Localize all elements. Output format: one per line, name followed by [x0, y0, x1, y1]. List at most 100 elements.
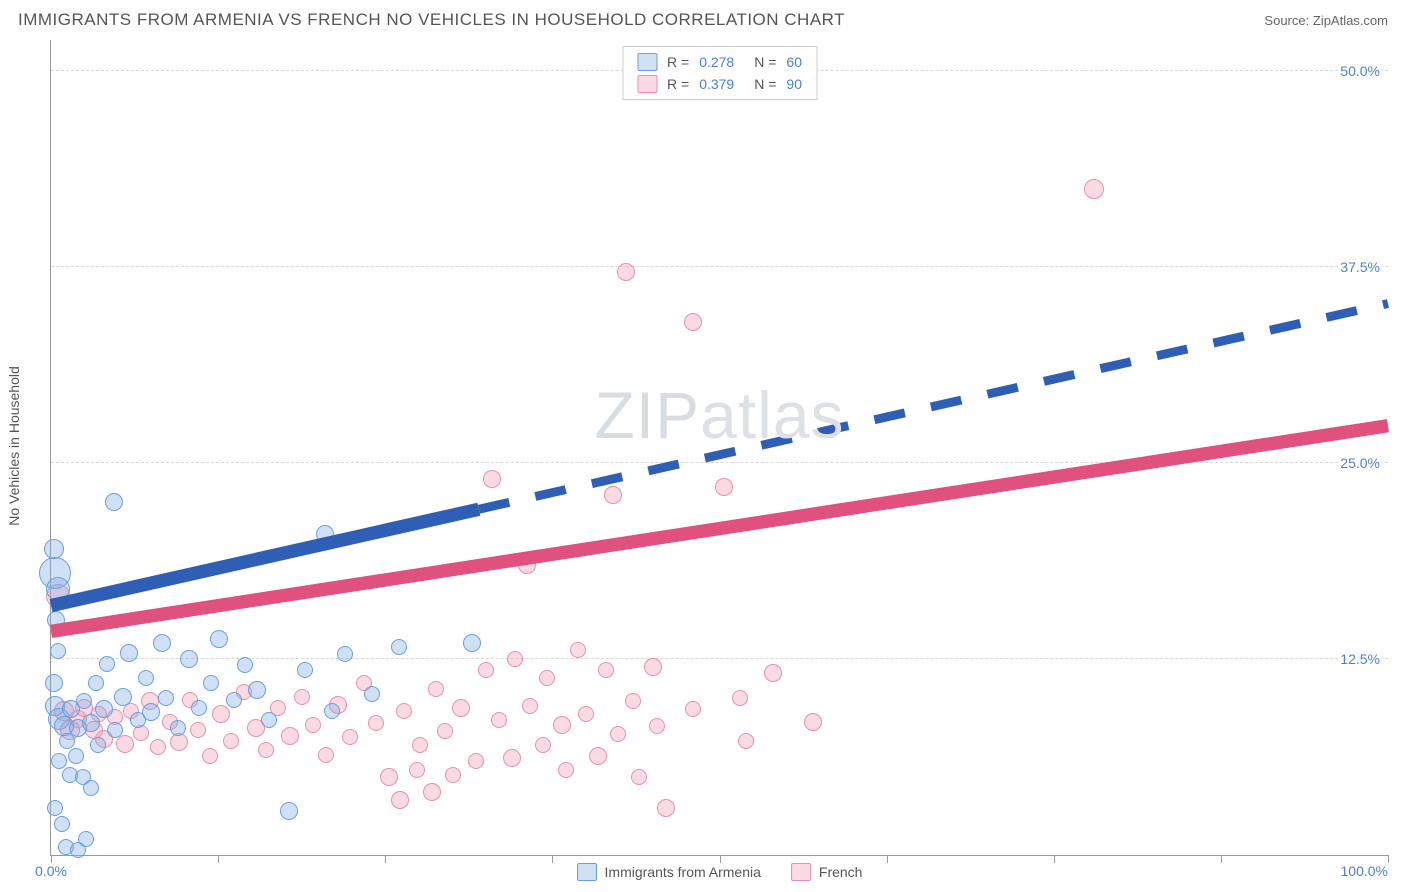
data-point-french — [578, 706, 594, 722]
swatch-armenia — [637, 53, 657, 71]
data-point-french — [539, 670, 555, 686]
gridline — [51, 266, 1388, 267]
x-tick — [385, 855, 386, 863]
data-point-armenia — [364, 686, 380, 702]
n-value-armenia: 60 — [786, 54, 802, 70]
data-point-armenia — [44, 539, 64, 559]
data-point-french — [478, 662, 494, 678]
y-tick-label: 25.0% — [1338, 455, 1382, 471]
chart-header: IMMIGRANTS FROM ARMENIA VS FRENCH NO VEH… — [0, 0, 1406, 36]
y-tick-label: 50.0% — [1338, 63, 1382, 79]
data-point-french — [570, 642, 586, 658]
data-point-french — [625, 693, 641, 709]
n-value-french: 90 — [786, 76, 802, 92]
n-label: N = — [754, 76, 776, 92]
data-point-french — [644, 658, 662, 676]
data-point-armenia — [114, 688, 132, 706]
data-point-french — [598, 662, 614, 678]
data-point-armenia — [226, 692, 242, 708]
r-value-armenia: 0.278 — [699, 54, 734, 70]
series-legend: Immigrants from Armenia French — [577, 863, 863, 881]
data-point-french — [391, 791, 409, 809]
legend-item-french: French — [791, 863, 863, 881]
data-point-french — [428, 681, 444, 697]
data-point-french — [589, 747, 607, 765]
data-point-french — [452, 699, 470, 717]
data-point-armenia — [54, 816, 70, 832]
data-point-french — [396, 703, 412, 719]
data-point-french — [294, 689, 310, 705]
data-point-french — [518, 556, 536, 574]
data-point-french — [380, 768, 398, 786]
data-point-french — [423, 783, 441, 801]
data-point-french — [522, 698, 538, 714]
data-point-armenia — [68, 748, 84, 764]
data-point-french — [764, 664, 782, 682]
data-point-armenia — [138, 670, 154, 686]
data-point-french — [445, 767, 461, 783]
y-tick-label: 37.5% — [1338, 259, 1382, 275]
source-name: ZipAtlas.com — [1313, 13, 1388, 28]
gridline — [51, 462, 1388, 463]
data-point-french — [1084, 179, 1104, 199]
data-point-armenia — [170, 720, 186, 736]
x-tick — [218, 855, 219, 863]
data-point-french — [305, 717, 321, 733]
data-point-french — [190, 722, 206, 738]
data-point-french — [437, 723, 453, 739]
data-point-french — [715, 478, 733, 496]
chart-plot-area: 12.5%25.0%37.5%50.0%0.0%100.0% ZIPatlas … — [50, 40, 1388, 856]
data-point-armenia — [47, 800, 63, 816]
data-point-armenia — [47, 611, 65, 629]
data-point-french — [685, 701, 701, 717]
data-point-french — [535, 737, 551, 753]
data-point-french — [617, 263, 635, 281]
legend-label-armenia: Immigrants from Armenia — [605, 864, 761, 880]
data-point-armenia — [76, 693, 92, 709]
data-point-french — [610, 726, 626, 742]
data-point-french — [657, 799, 675, 817]
data-point-armenia — [316, 525, 334, 543]
data-point-french — [412, 737, 428, 753]
data-point-french — [116, 735, 134, 753]
x-max-label: 100.0% — [1341, 863, 1388, 879]
data-point-armenia — [82, 714, 100, 732]
data-point-french — [281, 727, 299, 745]
data-point-armenia — [391, 639, 407, 655]
y-axis-label: No Vehicles in Household — [6, 366, 22, 526]
y-tick-label: 12.5% — [1338, 651, 1382, 667]
data-point-armenia — [107, 722, 123, 738]
data-point-armenia — [203, 675, 219, 691]
legend-swatch-armenia — [577, 863, 597, 881]
data-point-armenia — [105, 493, 123, 511]
source-label: Source: — [1264, 13, 1309, 28]
data-point-armenia — [337, 646, 353, 662]
x-tick — [1388, 855, 1389, 863]
chart-title: IMMIGRANTS FROM ARMENIA VS FRENCH NO VEH… — [18, 10, 845, 30]
data-point-french — [507, 651, 523, 667]
x-origin-label: 0.0% — [35, 863, 67, 879]
legend-item-armenia: Immigrants from Armenia — [577, 863, 761, 881]
data-point-armenia — [46, 577, 70, 601]
correlation-row-armenia: R = 0.278 N = 60 — [623, 51, 816, 73]
data-point-armenia — [95, 700, 113, 718]
data-point-armenia — [158, 690, 174, 706]
data-point-french — [804, 713, 822, 731]
data-point-french — [604, 486, 622, 504]
x-tick — [1054, 855, 1055, 863]
data-point-french — [258, 742, 274, 758]
data-point-french — [483, 470, 501, 488]
data-point-armenia — [180, 650, 198, 668]
data-point-french — [223, 733, 239, 749]
r-value-french: 0.379 — [699, 76, 734, 92]
data-point-french — [732, 690, 748, 706]
data-point-armenia — [90, 737, 106, 753]
data-point-armenia — [191, 700, 207, 716]
data-point-french — [684, 313, 702, 331]
data-point-french — [468, 753, 484, 769]
data-point-french — [368, 715, 384, 731]
data-point-armenia — [248, 681, 266, 699]
x-tick — [720, 855, 721, 863]
data-point-armenia — [120, 644, 138, 662]
data-point-armenia — [51, 753, 67, 769]
